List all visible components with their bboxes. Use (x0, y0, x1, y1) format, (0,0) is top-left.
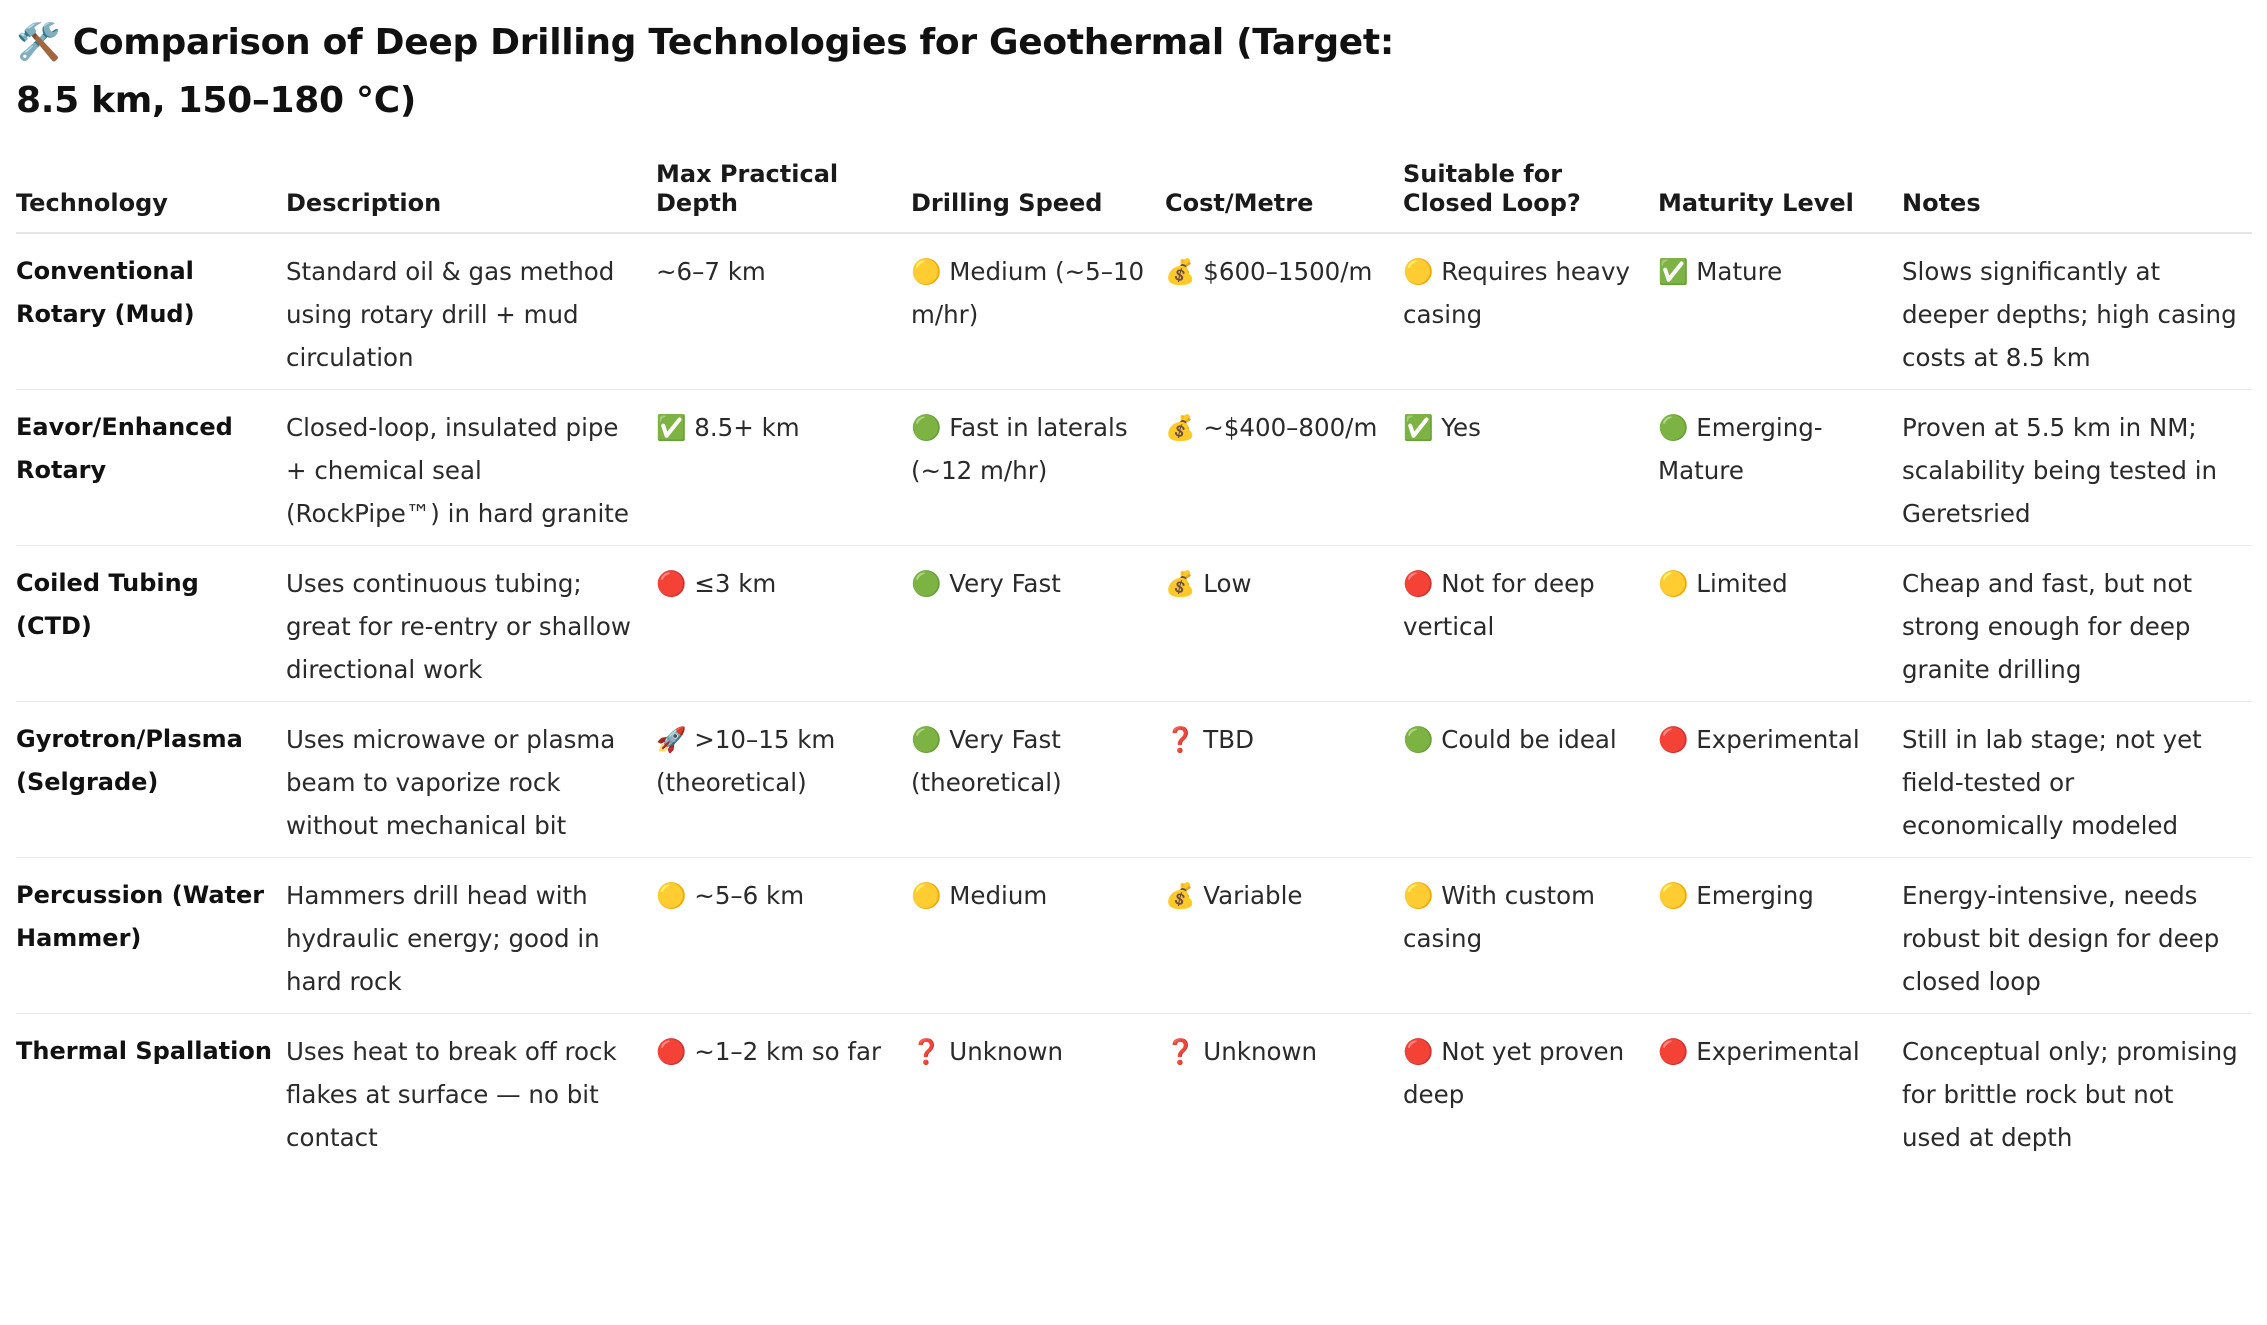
header-description: Description (286, 160, 656, 234)
cell-notes: Conceptual only; promising for brittle r… (1902, 1037, 2238, 1152)
cell-closed-loop: 🟡 With custom casing (1403, 857, 1658, 1014)
cell-closed-loop: 🟢 Could be ideal (1403, 701, 1658, 858)
cell-maturity: 🟡 Limited (1658, 545, 1902, 702)
cell-cost: 💰 ~$400–800/m (1165, 389, 1403, 546)
cell-technology: Conventional Rotary (Mud) (16, 233, 286, 390)
cell-speed: 🟢 Very Fast (911, 545, 1165, 702)
cell-speed: 🟢 Very Fast (theoretical) (911, 701, 1165, 858)
cell-closed-loop: 🟡 Requires heavy casing (1403, 233, 1658, 390)
cell-maturity: 🔴 Experimental (1658, 701, 1902, 858)
cell-depth: 🔴 ≤3 km (656, 545, 911, 702)
cell-closed-loop: 🔴 Not yet proven deep (1403, 1037, 1625, 1109)
cell-speed: ❓ Unknown (911, 1037, 1064, 1066)
cell-technology: Thermal Spallation (16, 1037, 272, 1065)
cell-closed-loop: 🔴 Not for deep vertical (1403, 545, 1658, 702)
table-row: Coiled Tubing (CTD) Uses continuous tubi… (16, 545, 2252, 702)
cell-speed: 🟡 Medium (911, 857, 1165, 1014)
cell-notes: Still in lab stage; not yet field-tested… (1902, 701, 2252, 858)
table-row: Conventional Rotary (Mud) Standard oil &… (16, 233, 2252, 390)
cell-maturity: 🔴 Experimental (1658, 1037, 1860, 1066)
cell-description: Hammers drill head with hydraulic energy… (286, 857, 656, 1014)
table-header-row: Technology Description Max Practical Dep… (16, 160, 2252, 234)
cell-description: Uses continuous tubing; great for re-ent… (286, 545, 656, 702)
cell-cost: 💰 Low (1165, 545, 1403, 702)
cell-technology: Percussion (Water Hammer) (16, 857, 286, 1014)
table-row: Gyrotron/Plasma (Selgrade) Uses microwav… (16, 701, 2252, 858)
cell-depth: 🔴 ~1–2 km so far (656, 1037, 882, 1066)
cell-cost: 💰 $600–1500/m (1165, 233, 1403, 390)
table-row: Percussion (Water Hammer) Hammers drill … (16, 857, 2252, 1014)
cell-description: Standard oil & gas method using rotary d… (286, 233, 656, 390)
cell-cost: ❓ TBD (1165, 701, 1403, 858)
cell-speed: 🟢 Fast in laterals (~12 m/hr) (911, 389, 1165, 546)
page-title: 🛠️ Comparison of Deep Drilling Technolog… (16, 22, 1394, 121)
cell-technology: Eavor/Enhanced Rotary (16, 389, 286, 546)
cell-description: Uses heat to break off rock flakes at su… (286, 1037, 617, 1152)
cell-cost: ❓ Unknown (1165, 1037, 1318, 1066)
header-cost-metre: Cost/Metre (1165, 160, 1403, 234)
header-closed-loop: Suitable for Closed Loop? (1403, 160, 1658, 234)
cell-technology: Coiled Tubing (CTD) (16, 545, 286, 702)
cell-notes: Slows significantly at deeper depths; hi… (1902, 233, 2252, 390)
cell-notes: Energy-intensive, needs robust bit desig… (1902, 857, 2252, 1014)
cell-maturity: ✅ Mature (1658, 233, 1902, 390)
table-row: Thermal Spallation Uses heat to break of… (16, 1014, 2252, 1170)
cell-speed: 🟡 Medium (~5–10 m/hr) (911, 233, 1165, 390)
cell-description: Closed-loop, insulated pipe + chemical s… (286, 389, 656, 546)
header-notes: Notes (1902, 160, 2252, 234)
header-technology: Technology (16, 160, 286, 234)
header-max-practical-depth: Max Practical Depth (656, 160, 911, 234)
cell-notes: Cheap and fast, but not strong enough fo… (1902, 545, 2252, 702)
header-drilling-speed: Drilling Speed (911, 160, 1165, 234)
comparison-table: Technology Description Max Practical Dep… (16, 160, 2252, 1169)
cell-depth: ✅ 8.5+ km (656, 389, 911, 546)
table-row: Eavor/Enhanced Rotary Closed-loop, insul… (16, 389, 2252, 546)
cell-notes: Proven at 5.5 km in NM; scalability bein… (1902, 389, 2252, 546)
cell-description: Uses microwave or plasma beam to vaporiz… (286, 701, 656, 858)
cell-depth: ~6–7 km (656, 233, 911, 390)
cell-cost: 💰 Variable (1165, 857, 1403, 1014)
cell-maturity: 🟢 Emerging-Mature (1658, 389, 1902, 546)
cell-depth: 🚀 >10–15 km (theoretical) (656, 701, 911, 858)
cell-maturity: 🟡 Emerging (1658, 857, 1902, 1014)
cell-closed-loop: ✅ Yes (1403, 389, 1658, 546)
header-maturity-level: Maturity Level (1658, 160, 1902, 234)
cell-depth: 🟡 ~5–6 km (656, 857, 911, 1014)
cell-technology: Gyrotron/Plasma (Selgrade) (16, 701, 286, 858)
